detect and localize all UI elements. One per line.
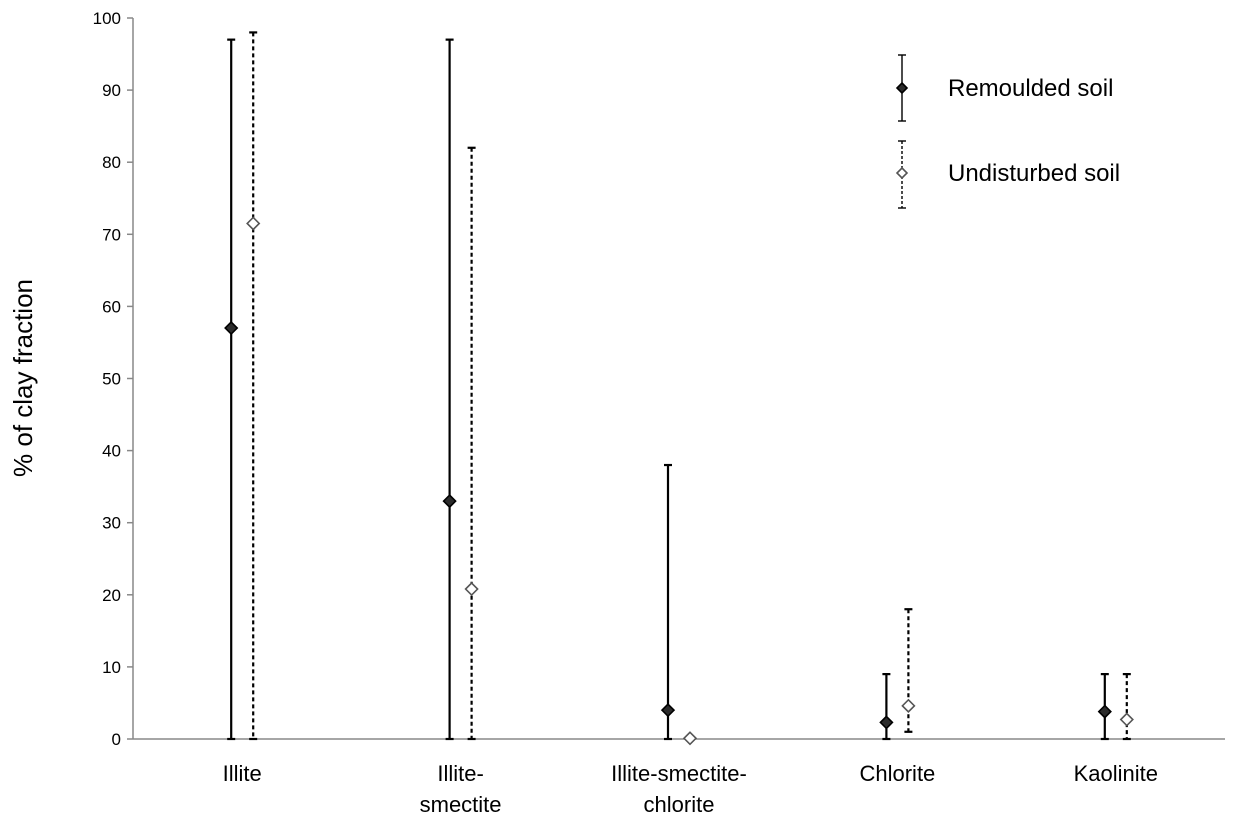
y-tick-label: 70 <box>102 225 121 244</box>
legend: Remoulded soil Undisturbed soil <box>895 54 1120 209</box>
x-category-label: chlorite <box>644 792 715 817</box>
x-category-label: Chlorite <box>859 761 935 786</box>
legend-remoulded-marker <box>895 81 909 95</box>
remoulded-point <box>442 493 457 509</box>
undisturbed-point <box>901 698 916 713</box>
y-tick-label: 90 <box>102 81 121 100</box>
remoulded-point <box>879 715 894 730</box>
y-tick-label: 20 <box>102 586 121 605</box>
y-axis-title: % of clay fraction <box>8 279 38 477</box>
undisturbed-point <box>464 581 479 597</box>
y-tick-label: 80 <box>102 153 121 172</box>
x-category-label: smectite <box>420 792 502 817</box>
legend-undisturbed-label: Undisturbed soil <box>948 160 1120 187</box>
y-tick-label: 60 <box>102 297 121 316</box>
y-tick-label: 30 <box>102 514 121 533</box>
axes <box>132 18 1225 740</box>
remoulded-point <box>224 320 239 336</box>
undisturbed-point <box>246 216 261 231</box>
y-tick-label: 0 <box>112 730 121 749</box>
x-axis-category-labels: Illite Illite-smectite Illite-smectite-chl… <box>223 761 1158 817</box>
x-category-label: Illite <box>223 761 262 786</box>
undisturbed-point <box>1119 712 1134 727</box>
remoulded-point <box>1097 704 1112 719</box>
y-tick-label: 40 <box>102 442 121 461</box>
y-tick-label: 10 <box>102 658 121 677</box>
legend-undisturbed-marker <box>895 166 909 180</box>
undisturbed-point <box>682 731 698 746</box>
y-tick-label: 50 <box>102 370 121 389</box>
remoulded-point <box>660 703 676 718</box>
x-category-label: Illite-smectite- <box>611 761 747 786</box>
x-category-label: Illite- <box>437 761 483 786</box>
y-tick-label: 100 <box>93 9 121 28</box>
x-category-label: Kaolinite <box>1074 761 1158 786</box>
legend-remoulded-label: Remoulded soil <box>948 75 1113 102</box>
y-axis-ticks: 0 10 20 30 40 50 60 70 80 90 100 <box>93 9 133 749</box>
data-marks <box>224 31 1134 746</box>
